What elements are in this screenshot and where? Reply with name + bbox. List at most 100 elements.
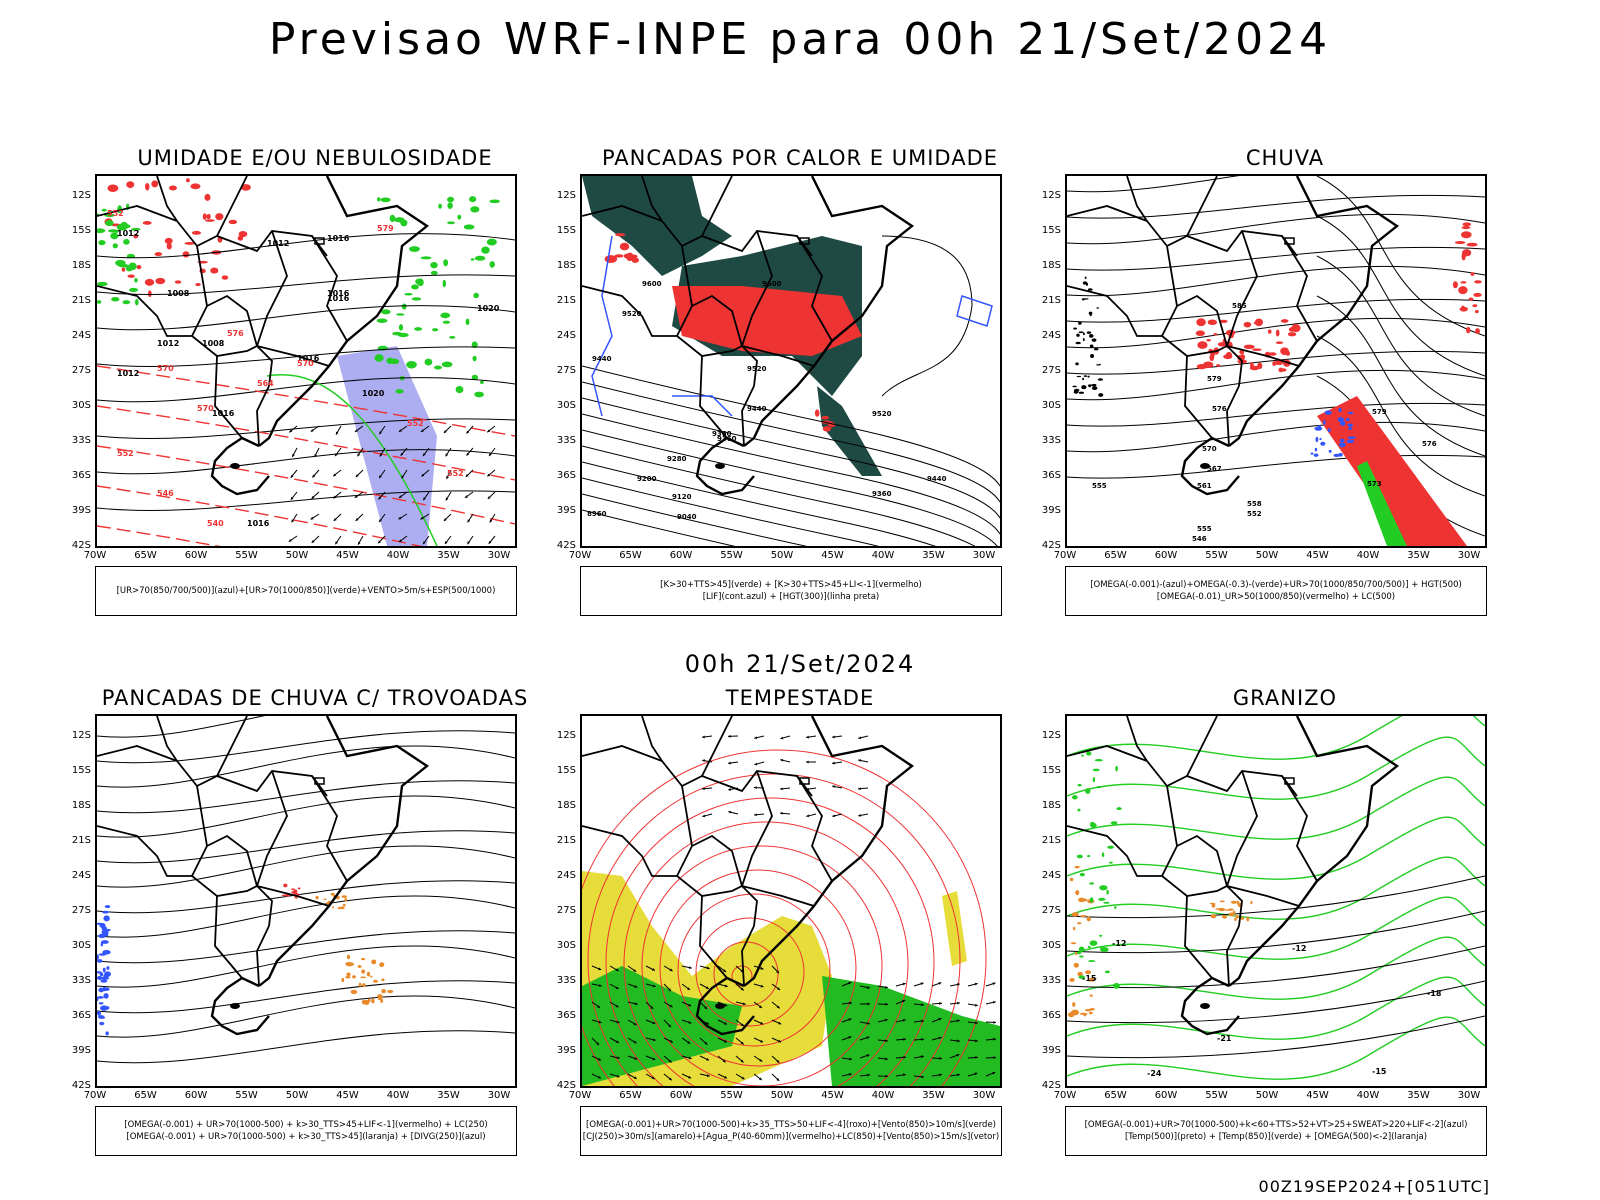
shaded-area <box>1086 916 1091 922</box>
contour-label: 576 <box>227 329 244 338</box>
shaded-area <box>1472 304 1478 308</box>
shaded-area <box>1072 385 1077 388</box>
shaded-area <box>1089 994 1093 997</box>
shaded-area <box>471 374 479 381</box>
lat-tick-label: 21S <box>556 835 576 846</box>
shaded-area <box>106 966 110 970</box>
shaded-area <box>411 297 422 301</box>
shaded-area <box>1250 900 1253 905</box>
contour-line <box>591 235 613 417</box>
shaded-area <box>98 1016 106 1019</box>
streamline <box>97 418 515 439</box>
legend-text: [OMEGA(-0.001)+UR>70(1000-500)+k>35_TTS>… <box>586 1120 996 1130</box>
wind-vector <box>421 469 430 477</box>
wind-vector <box>717 1019 728 1025</box>
wind-vector <box>487 491 496 500</box>
contour-label: 9360 <box>717 435 737 443</box>
wind-vector <box>699 965 710 970</box>
lon-tick-label: 35W <box>437 550 460 561</box>
shaded-area <box>1088 311 1093 315</box>
wind-vector <box>334 535 342 545</box>
wind-vector <box>609 1001 619 1008</box>
shaded-area <box>1092 777 1096 783</box>
wind-vector <box>311 469 320 478</box>
contour-line <box>582 509 736 546</box>
contour-line <box>582 365 1000 487</box>
lon-tick-label: 60W <box>184 550 208 561</box>
shaded-area <box>1087 384 1093 387</box>
shaded-area <box>339 906 345 910</box>
wind-vector <box>717 1055 727 1063</box>
shaded-area <box>1473 292 1482 297</box>
shaded-area <box>814 409 820 417</box>
lon-tick-label: 55W <box>1205 1090 1228 1101</box>
legend-text: [OMEGA(-0.001)+UR>70(1000-500)+k<60+TTS>… <box>1084 1120 1468 1130</box>
wind-vector <box>645 1037 656 1042</box>
shaded-area <box>101 208 107 212</box>
wind-vector <box>398 513 408 520</box>
legend-text: [UR>70(850/700/500)](azul)+[UR>70(1000/8… <box>116 586 496 596</box>
contour-label: 9200 <box>637 475 657 483</box>
shaded-area <box>481 246 490 254</box>
lon-tick-label: 70W <box>568 550 592 561</box>
shaded-area <box>1100 947 1109 953</box>
lon-tick-label: 60W <box>669 550 693 561</box>
shaded-area <box>1078 946 1085 953</box>
mid-title: 00h 21/Set/2024 <box>684 650 916 678</box>
wind-vector <box>401 469 408 479</box>
contour-label: 573 <box>1367 480 1382 488</box>
shaded-area <box>389 214 396 223</box>
wind-vector <box>379 447 386 457</box>
contour-label: 9600 <box>762 280 782 288</box>
shaded-area <box>1082 338 1085 342</box>
contour-line <box>1067 816 1485 880</box>
shaded-area <box>1088 1011 1093 1015</box>
shaded-area <box>1077 971 1083 977</box>
shaded-area <box>1310 452 1314 455</box>
shaded-area <box>107 229 119 233</box>
legend-box: [K>30+TTS>45](verde) + [K>30+TTS>45+LI<-… <box>580 566 1002 616</box>
lon-tick-label: 35W <box>1407 1090 1430 1101</box>
wind-vector <box>288 425 298 433</box>
wind-vector <box>771 1037 782 1043</box>
shaded-area <box>443 259 449 267</box>
contour-label: 1016 <box>327 294 350 303</box>
shaded-area <box>434 365 442 370</box>
contour-line <box>641 845 883 1086</box>
lat-tick-label: 36S <box>556 1010 576 1021</box>
shaded-area <box>102 987 110 992</box>
lon-tick-label: 50W <box>1255 1090 1279 1101</box>
wind-vector <box>310 425 320 433</box>
lat-tick-label: 27S <box>556 365 576 376</box>
shaded-area <box>1267 329 1272 334</box>
shaded-area <box>381 988 386 994</box>
lon-tick-label: 65W <box>1104 1090 1127 1101</box>
shaded-area <box>1458 286 1468 295</box>
wind-vector <box>488 535 496 545</box>
lon-tick-label: 55W <box>720 1090 743 1101</box>
streamline <box>97 233 515 259</box>
contour-line <box>677 893 831 1047</box>
shaded-area <box>1098 393 1104 397</box>
shaded-area <box>136 265 142 270</box>
wind-vector <box>857 787 869 791</box>
wind-vector <box>877 1057 888 1061</box>
shaded-area <box>1078 897 1085 903</box>
lat-tick-label: 15S <box>556 765 576 776</box>
panel-title: UMIDADE E/OU NEBULOSIDADE <box>137 146 493 170</box>
shaded-area <box>1084 276 1087 279</box>
lon-tick-label: 45W <box>336 1090 359 1101</box>
shaded-area <box>1319 438 1322 441</box>
wind-vector <box>780 735 791 740</box>
shaded-area <box>1078 391 1085 394</box>
contour-label: 1020 <box>477 304 500 313</box>
shaded-area <box>1075 341 1081 345</box>
shaded-area <box>99 972 104 977</box>
lon-tick-label: 70W <box>83 550 107 561</box>
lon-tick-label: 65W <box>1104 550 1127 561</box>
wind-vector <box>681 1055 692 1060</box>
contour-label: 1016 <box>327 234 350 243</box>
lon-tick-label: 65W <box>134 550 157 561</box>
shaded-area <box>1079 915 1087 918</box>
wind-vector <box>754 761 765 766</box>
